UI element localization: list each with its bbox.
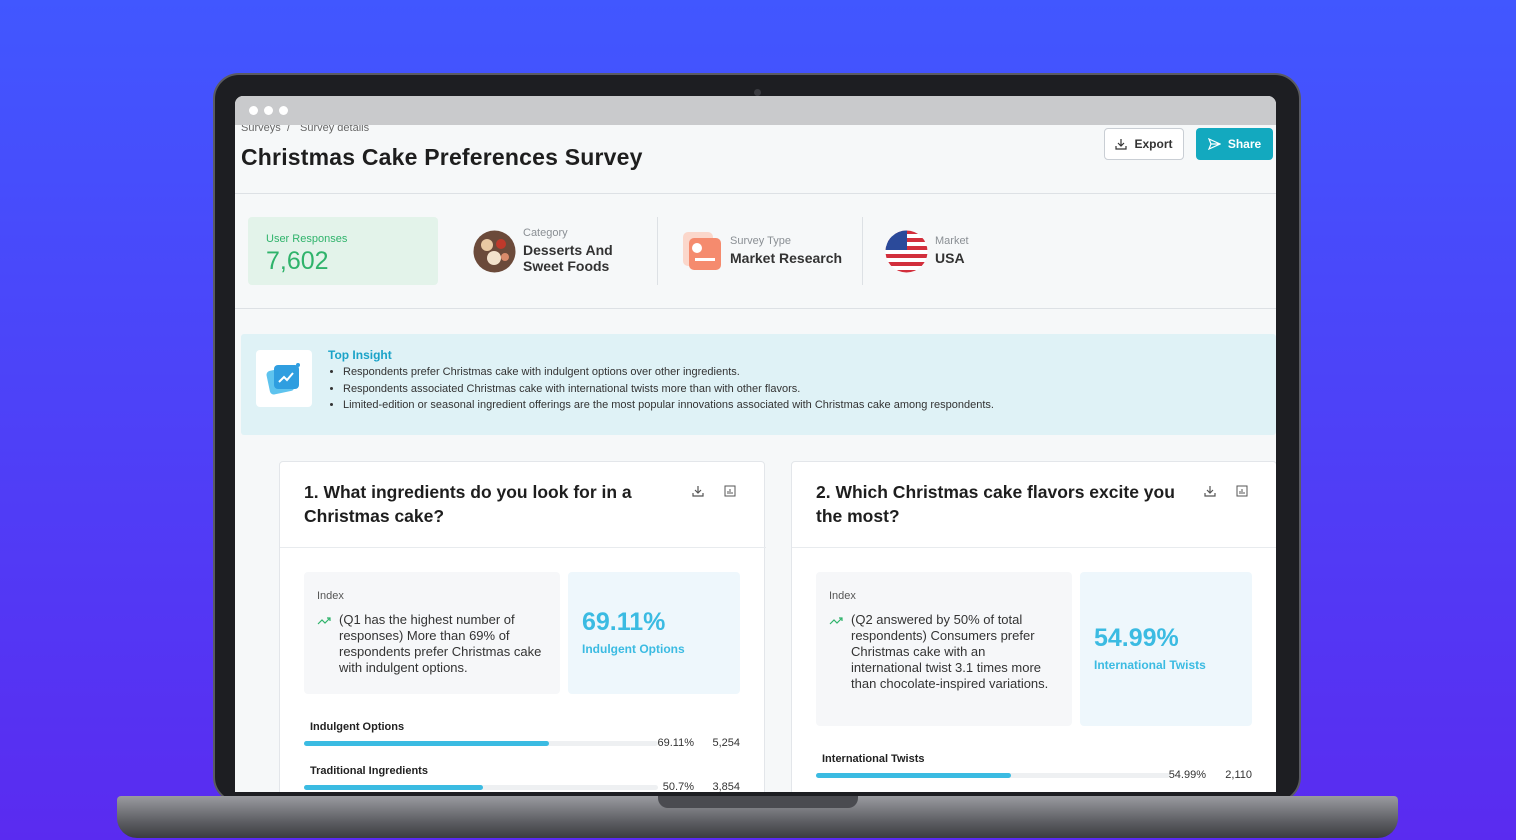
- insight-icon-box: [256, 350, 312, 407]
- index-text: (Q2 answered by 50% of total respondents…: [851, 612, 1049, 691]
- highlight-value: 54.99%: [1094, 624, 1179, 652]
- insight-bullet: Respondents prefer Christmas cake with i…: [343, 364, 994, 381]
- highlight-label: International Twists: [1094, 658, 1206, 672]
- breadcrumb-current: Survey details: [300, 122, 370, 134]
- question-title: 1. What ingredients do you look for in a…: [304, 482, 632, 526]
- insight-bullet: Respondents associated Christmas cake wi…: [343, 381, 994, 398]
- question-card: 2. Which Christmas cake flavors excite y…: [791, 461, 1276, 792]
- camera: [754, 89, 761, 96]
- top-insight-panel: Top Insight Respondents prefer Christmas…: [241, 334, 1276, 435]
- highlight-label: Indulgent Options: [582, 642, 685, 656]
- index-label: Index: [829, 590, 856, 602]
- bar: [304, 785, 484, 790]
- page-title: Christmas Cake Preferences Survey: [241, 144, 643, 170]
- index-box: Index (Q2 answered by 50% of total respo…: [816, 572, 1072, 726]
- option-count: 5,254: [712, 737, 740, 749]
- chart-button[interactable]: [1235, 484, 1249, 498]
- index-box: Index (Q1 has the highest number of resp…: [304, 572, 560, 694]
- stat-value: USA: [935, 250, 965, 266]
- insight-icon: [266, 363, 300, 395]
- stat-label: Category: [523, 227, 568, 239]
- option-count: 3,854: [712, 781, 740, 792]
- option-percent: 50.7%: [662, 781, 694, 792]
- index-label: Index: [317, 590, 344, 602]
- export-button[interactable]: Export: [1104, 128, 1184, 160]
- stat-value: 7,602: [266, 247, 329, 275]
- chart-button[interactable]: [723, 484, 737, 498]
- download-icon: [1115, 139, 1128, 150]
- laptop-notch: [658, 796, 858, 808]
- download-button[interactable]: [1203, 484, 1217, 498]
- question-card: 1. What ingredients do you look for in a…: [279, 461, 766, 792]
- trend-icon: [317, 617, 331, 625]
- option-label: International Twists: [822, 753, 925, 765]
- share-button[interactable]: Share: [1196, 128, 1273, 160]
- breadcrumb-link[interactable]: Surveys: [241, 122, 281, 134]
- trend-icon: [829, 617, 843, 625]
- stat-value: Market Research: [730, 250, 843, 266]
- insight-list: Respondents prefer Christmas cake with i…: [328, 364, 994, 414]
- user-responses-card: User Responses 7,602: [248, 217, 438, 285]
- divider: [235, 308, 1276, 309]
- bar-track: [816, 773, 1170, 778]
- bar: [816, 773, 1011, 778]
- index-text: (Q1 has the highest number of responses)…: [339, 612, 542, 675]
- browser-bar: [235, 96, 1276, 125]
- window-dot: [249, 106, 258, 115]
- stat-label: Market: [935, 235, 969, 247]
- option-label: Traditional Ingredients: [310, 765, 428, 777]
- divider: [235, 193, 1276, 194]
- option-percent: 54.99%: [1168, 769, 1206, 781]
- option-count: 2,110: [1225, 769, 1252, 781]
- highlight-box: 69.11% Indulgent Options: [568, 572, 740, 694]
- divider: [792, 547, 1276, 548]
- download-button[interactable]: [691, 484, 705, 498]
- divider: [280, 547, 766, 548]
- survey-type-icon: [683, 232, 721, 270]
- screen: Surveys / Survey details Christmas Cake …: [235, 96, 1276, 792]
- highlight-box: 54.99% International Twists: [1080, 572, 1252, 726]
- breadcrumb-separator: /: [287, 122, 291, 134]
- bar-track: [304, 741, 658, 746]
- button-label: Export: [1134, 137, 1173, 151]
- divider: [657, 217, 658, 285]
- bar: [304, 741, 549, 746]
- divider: [862, 217, 863, 285]
- flag-icon: [885, 230, 928, 273]
- window-dot: [279, 106, 288, 115]
- option-label: Indulgent Options: [310, 721, 405, 733]
- button-label: Share: [1227, 137, 1262, 151]
- insight-bullet: Limited-edition or seasonal ingredient o…: [343, 397, 994, 414]
- insight-title: Top Insight: [328, 348, 392, 362]
- option-percent: 69.11%: [657, 737, 695, 749]
- bar-track: [304, 785, 658, 790]
- question-title: 2. Which Christmas cake flavors excite y…: [816, 482, 1175, 526]
- stat-label: Survey Type: [730, 235, 791, 247]
- stat-label: User Responses: [266, 233, 348, 245]
- send-icon: [1207, 138, 1221, 150]
- highlight-value: 69.11%: [582, 608, 666, 636]
- stat-value: Desserts And Sweet Foods: [523, 242, 613, 274]
- category-icon: [473, 230, 516, 273]
- window-dot: [264, 106, 273, 115]
